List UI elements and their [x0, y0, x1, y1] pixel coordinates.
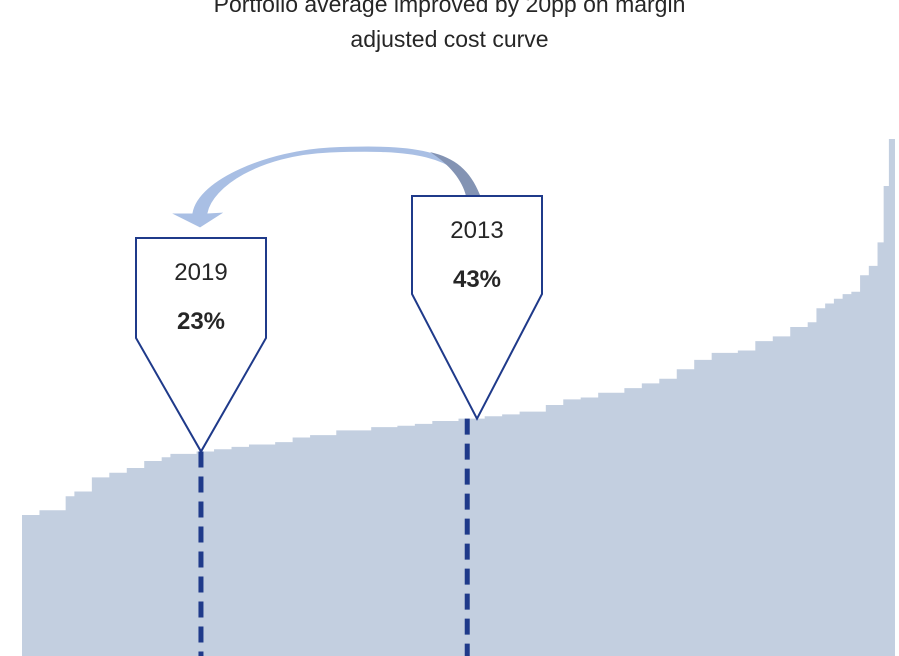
- callout-year-2019: 2019: [174, 259, 227, 286]
- cost-curve-area: [22, 21, 895, 656]
- callout-value-2019: 23%: [177, 308, 225, 335]
- chart-title: Portfolio average improved by 20pp on ma…: [0, 0, 899, 57]
- chart-title-line-2: adjusted cost curve: [350, 26, 549, 52]
- callout-year-2013: 2013: [450, 217, 503, 244]
- marker-group: 2019 23% 2013 43%: [135, 195, 543, 656]
- curved-arrow-icon: [169, 145, 481, 229]
- callout-box-2019: [135, 237, 267, 454]
- callout-box-2013: [411, 195, 543, 421]
- chart-title-line-1: Portfolio average improved by 20pp on ma…: [213, 0, 686, 17]
- callout-value-2013: 43%: [453, 266, 501, 293]
- curved-arrow-shade: [430, 152, 480, 196]
